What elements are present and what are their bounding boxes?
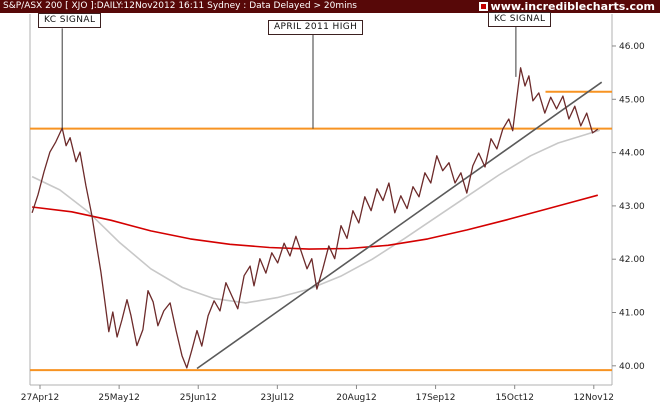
x-axis-label: 25Jun12 (180, 393, 217, 403)
x-axis-label: 23Jul12 (260, 393, 294, 403)
y-axis-label: 45.00 (619, 95, 645, 105)
series-ma-fast-gray (31, 129, 600, 304)
chart-title: S&P/ASX 200 [ XJO ]:DAILY:12Nov2012 16:1… (3, 1, 357, 11)
x-axis-label: 27Apr12 (21, 393, 59, 403)
incrediblecharts-url: www.incrediblecharts.com (490, 0, 655, 13)
y-axis-label: 43.00 (619, 202, 645, 212)
incrediblecharts-link[interactable]: www.incrediblecharts.com (478, 0, 655, 13)
series-ma-slow-red (32, 194, 599, 250)
y-axis-label: 40.00 (619, 362, 645, 372)
x-axis-label: 12Nov12 (574, 393, 614, 403)
chart-header-bar: S&P/ASX 200 [ XJO ]:DAILY:12Nov2012 16:1… (0, 0, 660, 13)
y-axis-label: 44.00 (619, 149, 645, 159)
uptrend-line (196, 81, 603, 370)
x-axis-label: 20Aug12 (336, 393, 376, 403)
series-price (31, 67, 599, 369)
x-axis-label: 25May12 (98, 393, 140, 403)
incrediblecharts-icon (478, 2, 488, 11)
x-axis-label: 17Sep12 (416, 393, 456, 403)
x-axis-label: 15Oct12 (495, 393, 533, 403)
y-axis-label: 42.00 (619, 255, 645, 265)
annotation-kc-signal-left: KC SIGNAL (38, 13, 102, 28)
annotation-kc-signal-right: KC SIGNAL (488, 12, 552, 27)
annotation-april-2011-high: APRIL 2011 HIGH (268, 20, 364, 35)
y-axis-label: 46.00 (619, 42, 645, 52)
y-axis-label: 41.00 (619, 309, 645, 319)
